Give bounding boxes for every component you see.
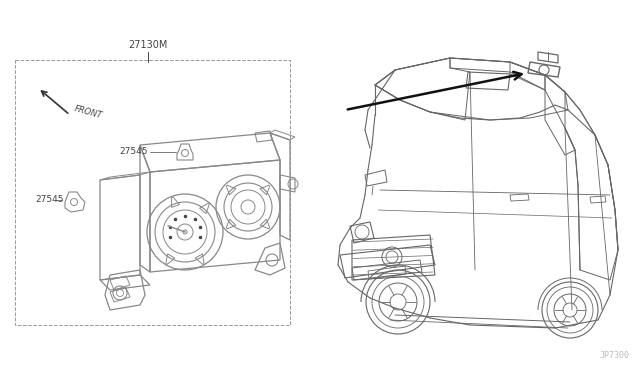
Text: FRONT: FRONT [73, 104, 103, 120]
Text: JP7300: JP7300 [600, 351, 630, 360]
Bar [15, 60, 290, 325]
Text: 27545: 27545 [35, 196, 63, 205]
Text: 27130M: 27130M [128, 40, 168, 50]
Text: 27545: 27545 [120, 148, 148, 157]
